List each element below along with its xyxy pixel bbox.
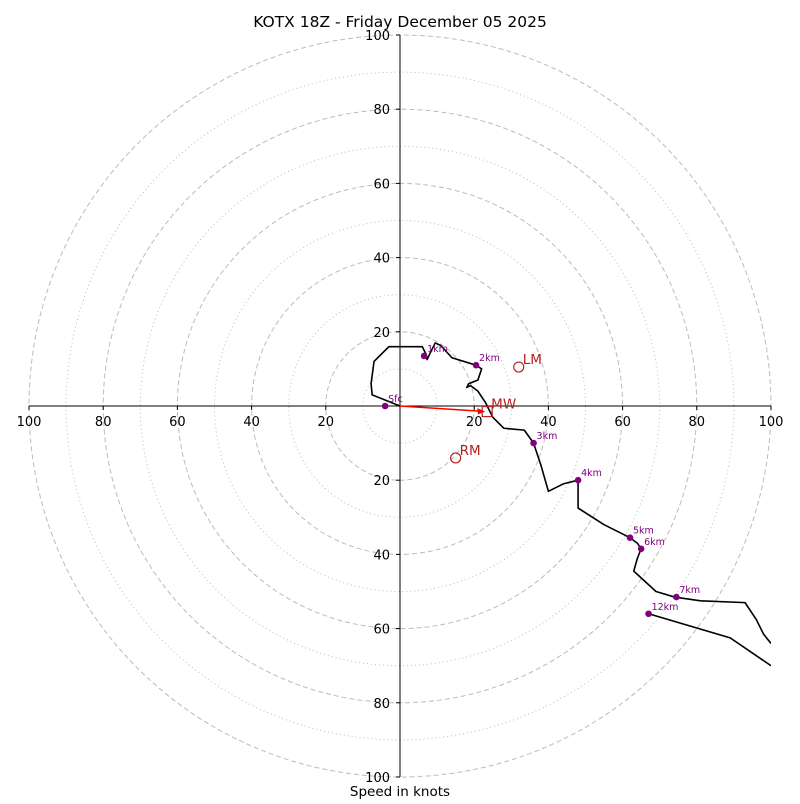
x-tick-label-9: 100 xyxy=(759,415,784,430)
motion-label-lm: LM xyxy=(523,352,542,368)
height-marker-label-5: 5km xyxy=(633,526,654,537)
y-tick-label-2: 60 xyxy=(373,177,390,192)
x-tick-label-2: 60 xyxy=(169,415,186,430)
motion-marker-lm xyxy=(513,361,525,373)
height-marker-0 xyxy=(381,402,389,410)
wind-trace xyxy=(370,342,771,667)
height-marker-2 xyxy=(472,361,480,369)
height-marker-3 xyxy=(530,439,537,447)
height-marker-5 xyxy=(626,534,634,542)
x-tick-label-3: 40 xyxy=(243,415,260,430)
mean-wind-arrow-head xyxy=(477,408,486,415)
x-tick-label-8: 80 xyxy=(689,415,706,430)
y-tick-label-9: 100 xyxy=(365,771,390,786)
y-tick-label-3: 40 xyxy=(373,252,390,267)
x-tick-label-0: 100 xyxy=(17,415,42,430)
height-marker-label-4: 4km xyxy=(581,468,602,479)
hodograph-upper-trace-line xyxy=(648,612,771,667)
height-marker-6 xyxy=(637,545,645,553)
chart-title: KOTX 18Z - Friday December 05 2025 xyxy=(253,13,547,31)
height-marker-label-3: 3km xyxy=(537,431,558,442)
motion-marker-mw xyxy=(481,405,493,418)
y-tick-label-1: 80 xyxy=(373,103,390,118)
x-tick-label-5: 20 xyxy=(466,415,483,430)
motion-label-mw: MW xyxy=(491,397,516,413)
x-tick-label-4: 20 xyxy=(318,415,335,430)
tick-labels: 100 80 60 40 20 20 40 60 80 100 100 80 60 40 20 20 40 60 8… xyxy=(17,29,784,786)
x-tick-label-6: 40 xyxy=(540,415,557,430)
height-marker-4 xyxy=(574,476,582,484)
storm-motion-markers: LM RM MW xyxy=(399,352,542,464)
height-marker-label-8: 12km xyxy=(652,602,679,613)
y-tick-label-6: 40 xyxy=(373,548,390,563)
height-marker-8 xyxy=(645,610,652,618)
y-tick-label-5: 20 xyxy=(373,474,390,489)
height-marker-label-2: 2km xyxy=(479,353,500,364)
y-tick-label-4: 20 xyxy=(373,326,390,341)
y-tick-label-8: 80 xyxy=(373,697,390,712)
x-tick-label-7: 60 xyxy=(614,415,631,430)
height-marker-label-7: 7km xyxy=(679,585,700,596)
height-marker-7 xyxy=(673,593,680,601)
motion-label-rm: RM xyxy=(460,443,481,459)
height-marker-label-0: Sfc xyxy=(388,394,403,405)
y-tick-label-0: 100 xyxy=(365,29,390,44)
y-tick-label-7: 60 xyxy=(373,623,390,638)
height-marker-label-1: 1km xyxy=(427,344,448,355)
x-axis-label: Speed in knots xyxy=(350,784,450,800)
motion-marker-rm xyxy=(450,452,462,464)
height-marker-1 xyxy=(420,352,428,360)
mean-wind-arrow-line xyxy=(399,405,480,412)
hodograph-trace-line xyxy=(370,342,771,644)
x-tick-label-1: 80 xyxy=(95,415,112,430)
height-marker-label-6: 6km xyxy=(644,537,665,548)
